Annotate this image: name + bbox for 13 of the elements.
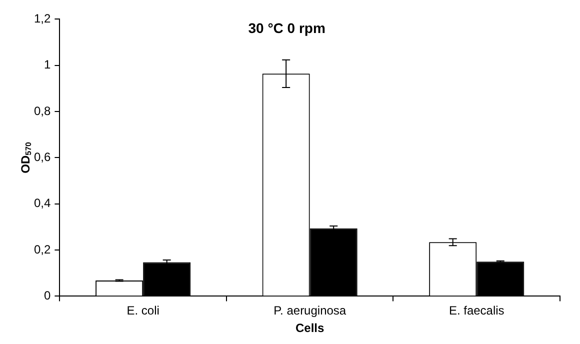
x-tick-label: E. faecalis [448, 304, 504, 318]
y-axis-title: OD570 [18, 141, 34, 174]
y-tick-label: 1,2 [34, 12, 51, 26]
y-tick-label: 1 [44, 58, 51, 72]
y-tick-label: 0,2 [34, 242, 51, 256]
y-tick-label: 0,8 [34, 104, 51, 118]
y-tick-label: 0,4 [34, 196, 51, 210]
y-tick-label: 0,6 [34, 150, 51, 164]
chart-title: 30 °C 0 rpm [248, 20, 326, 36]
x-tick-label: P. aeruginosa [274, 304, 346, 318]
y-tick-label: 0 [44, 288, 51, 303]
x-axis-title: Cells [295, 321, 325, 336]
x-tick-label: E. coli [126, 304, 160, 318]
